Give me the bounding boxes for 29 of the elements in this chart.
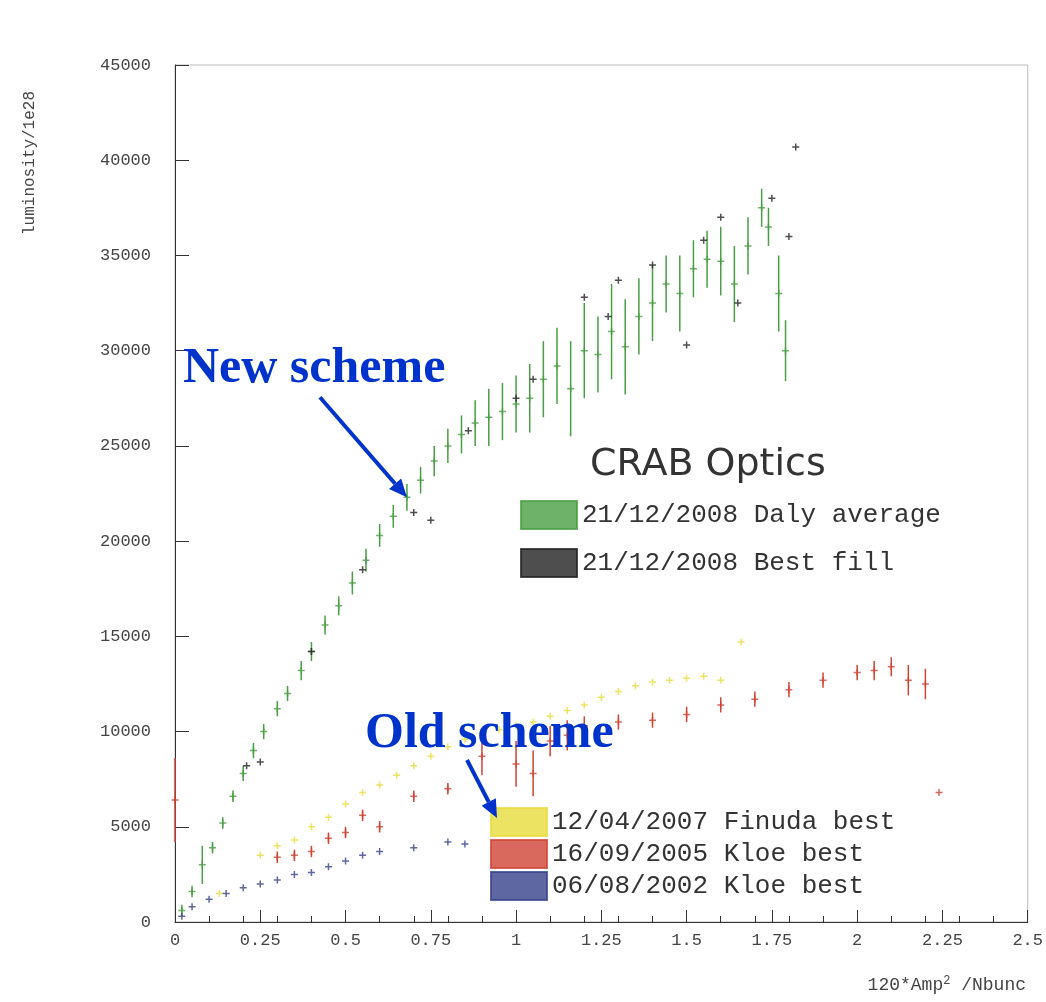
y-tick-label: 35000 (99, 245, 151, 265)
legend-title: CRAB Optics (590, 440, 826, 484)
y-tick-label: 40000 (99, 150, 151, 170)
legend-label: 21/12/2008 Daly average (582, 500, 941, 530)
x-tick-label: 1.75 (751, 931, 793, 950)
x-tick-label: 1.5 (671, 931, 702, 950)
annotation: New scheme (182, 337, 446, 394)
x-tick-label: 0.75 (410, 931, 452, 950)
y-tick-label: 10000 (99, 722, 151, 742)
legend-label: 16/09/2005 Kloe best (552, 839, 865, 869)
y-tick-label: 5000 (110, 817, 151, 837)
y-tick-label: 0 (140, 912, 151, 932)
x-tick-label: 1.25 (580, 931, 622, 950)
x-tick-label: 2.5 (1012, 931, 1043, 950)
y-tick-label: 15000 (99, 626, 151, 646)
x-tick-label: 0.25 (239, 931, 281, 950)
x-tick-label: 2 (852, 931, 863, 950)
y-tick-label: 20000 (99, 531, 151, 551)
x-tick-label: 2.25 (922, 931, 963, 950)
x-tick-label: 0 (169, 931, 181, 950)
y-tick-label: 30000 (99, 341, 151, 361)
y-axis-title: luminosity/1e28 (21, 90, 39, 235)
y-tick-label: 45000 (99, 55, 151, 75)
x-tick-label: 0.5 (330, 931, 361, 950)
legend-label: 06/08/2002 Kloe best (552, 871, 865, 901)
legend-label: 21/12/2008 Best fill (582, 548, 895, 578)
legend-label: 12/04/2007 Finuda best (552, 807, 896, 837)
y-tick-label: 25000 (99, 436, 151, 456)
x-tick-label: 1 (510, 931, 522, 950)
